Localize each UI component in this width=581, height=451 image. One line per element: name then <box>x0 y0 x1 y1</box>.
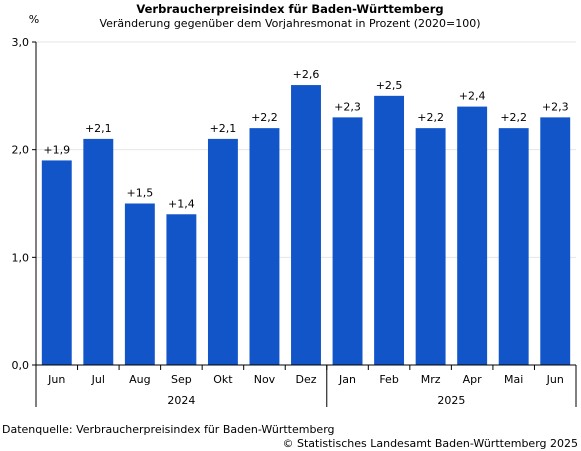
x-tick-label: Mrz <box>421 373 441 386</box>
x-tick-label: Jul <box>91 373 105 386</box>
bar <box>249 128 280 365</box>
bar <box>124 203 155 365</box>
data-label: +2,6 <box>293 68 320 81</box>
data-label: +2,1 <box>85 122 112 135</box>
bars <box>41 85 571 366</box>
y-axis-unit: % <box>29 13 39 26</box>
bar <box>374 95 405 365</box>
chart-subtitle: Veränderung gegenüber dem Vorjahresmonat… <box>99 17 480 30</box>
source-note: Datenquelle: Verbraucherpreisindex für B… <box>2 423 335 436</box>
y-axis-ticks: 0,0 1,0 2,0 3,0 <box>12 36 36 372</box>
y-tick-label: 3,0 <box>12 36 30 49</box>
data-label: +2,2 <box>500 111 527 124</box>
bar <box>332 117 363 365</box>
data-label: +2,2 <box>251 111 278 124</box>
bar <box>291 85 321 366</box>
bar <box>498 128 529 365</box>
data-labels: +1,9 +2,1 +1,5 +1,4 +2,1 +2,2 +2,6 +2,3 +2,5 +2,2… <box>43 68 568 210</box>
x-tick-label: Jun <box>546 373 564 386</box>
bar <box>540 117 571 365</box>
y-tick-label: 0,0 <box>12 359 30 372</box>
bar <box>166 214 197 365</box>
data-label: +2,3 <box>542 100 569 113</box>
x-tick-label: Nov <box>254 373 276 386</box>
year-group-label: 2024 <box>167 394 195 407</box>
x-tick-label: Jan <box>338 373 356 386</box>
data-label: +2,1 <box>210 122 237 135</box>
y-tick-label: 2,0 <box>12 144 30 157</box>
data-label: +2,5 <box>376 79 403 92</box>
chart-title: Verbraucherpreisindex für Baden-Württemb… <box>136 2 443 16</box>
x-tick-label: Feb <box>379 373 398 386</box>
bar <box>41 160 72 365</box>
bar <box>83 138 114 365</box>
x-tick-label: Dez <box>295 373 316 386</box>
bar <box>457 106 488 365</box>
y-tick-label: 1,0 <box>12 251 30 264</box>
bar <box>415 128 446 365</box>
bar <box>207 138 238 365</box>
x-tick-label: Jun <box>47 373 65 386</box>
data-label: +1,9 <box>43 143 70 156</box>
x-tick-label: Sep <box>171 373 192 386</box>
copyright-note: © Statistisches Landesamt Baden-Württemb… <box>282 437 578 450</box>
data-label: +2,2 <box>417 111 444 124</box>
data-label: +1,5 <box>126 187 153 200</box>
data-label: +2,4 <box>459 90 486 103</box>
data-label: +2,3 <box>334 100 361 113</box>
x-tick-label: Apr <box>463 373 483 386</box>
x-axis: Jun Jul Aug Sep Okt Nov Dez Jan Feb Mrz Apr Mai Jun 2… <box>35 42 577 407</box>
x-tick-label: Aug <box>129 373 150 386</box>
x-tick-label: Mai <box>504 373 523 386</box>
year-group-label: 2025 <box>437 394 465 407</box>
x-tick-label: Okt <box>213 373 233 386</box>
data-label: +1,4 <box>168 197 195 210</box>
